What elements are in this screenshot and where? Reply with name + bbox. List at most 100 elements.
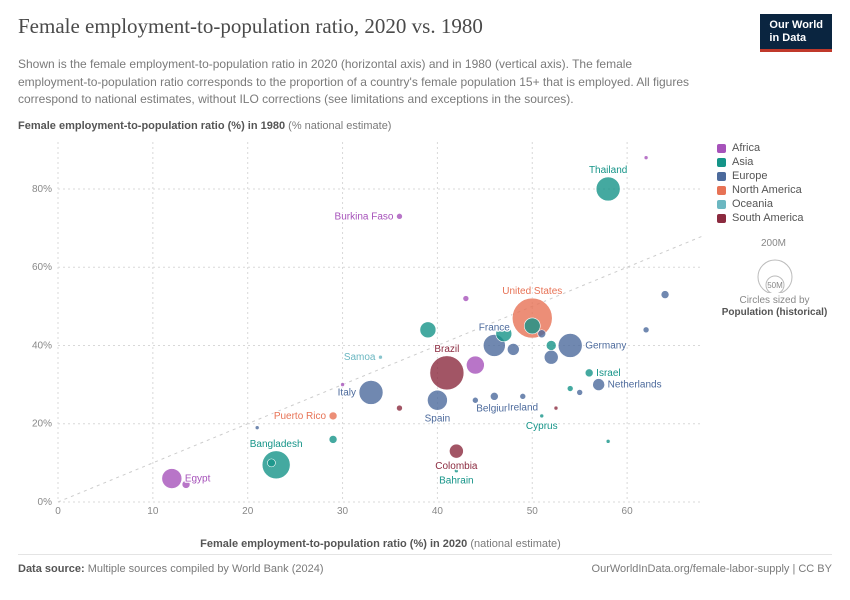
data-point[interactable]: [643, 327, 649, 333]
x-tick-label: 10: [147, 506, 159, 517]
legend-item[interactable]: Africa: [717, 142, 832, 154]
data-point[interactable]: [379, 356, 383, 360]
legend-label: Oceania: [732, 198, 773, 210]
chart-subtitle: Shown is the female employment-to-popula…: [18, 56, 698, 108]
legend-item[interactable]: South America: [717, 212, 832, 224]
svg-text:50M: 50M: [767, 281, 783, 290]
x-tick-label: 60: [622, 506, 634, 517]
size-legend-circles: 50M: [745, 251, 805, 293]
data-point[interactable]: [427, 391, 447, 411]
data-point[interactable]: [661, 291, 669, 299]
point-label: Netherlands: [608, 380, 662, 391]
point-label: Bahrain: [439, 476, 473, 487]
legend-swatch: [717, 158, 726, 167]
y-tick-label: 40%: [32, 341, 52, 352]
data-point[interactable]: [329, 412, 337, 420]
scatter-plot: 0%20%40%60%80%0102030405060EgyptBanglade…: [58, 142, 703, 502]
data-point[interactable]: [558, 334, 582, 358]
data-source: Data source: Multiple sources compiled b…: [18, 563, 324, 575]
data-point[interactable]: [538, 330, 546, 338]
point-label: United States: [502, 287, 562, 298]
data-point[interactable]: [593, 379, 605, 391]
x-tick-label: 30: [337, 506, 349, 517]
data-point[interactable]: [644, 156, 648, 160]
data-point[interactable]: [577, 390, 583, 396]
footer: Data source: Multiple sources compiled b…: [18, 554, 832, 575]
point-label: Puerto Rico: [274, 411, 327, 422]
legend-label: Asia: [732, 156, 753, 168]
data-point[interactable]: [463, 296, 469, 302]
data-point[interactable]: [596, 177, 620, 201]
y-tick-label: 60%: [32, 263, 52, 274]
legend-swatch: [717, 172, 726, 181]
x-tick-label: 0: [55, 506, 61, 517]
point-label: Egypt: [185, 474, 211, 485]
data-point[interactable]: [567, 386, 573, 392]
data-point[interactable]: [490, 393, 498, 401]
data-point[interactable]: [341, 383, 345, 387]
point-label: Israel: [596, 368, 620, 379]
point-label: Brazil: [434, 344, 459, 355]
logo-line-2: in Data: [769, 32, 806, 44]
x-tick-label: 50: [527, 506, 539, 517]
legend-label: Africa: [732, 142, 760, 154]
data-point[interactable]: [396, 214, 402, 220]
point-label: France: [479, 323, 511, 334]
data-point[interactable]: [255, 426, 259, 430]
data-point[interactable]: [524, 318, 540, 334]
point-label: Samoa: [344, 353, 376, 364]
x-axis-title: Female employment-to-population ratio (%…: [18, 538, 743, 550]
legend-swatch: [717, 186, 726, 195]
title-block: Female employment-to-population ratio, 2…: [18, 14, 483, 39]
legend-item[interactable]: North America: [717, 184, 832, 196]
data-point[interactable]: [162, 469, 182, 489]
y-axis-title: Female employment-to-population ratio (%…: [18, 120, 391, 132]
size-legend-max: 200M: [717, 238, 832, 249]
data-point[interactable]: [520, 394, 526, 400]
data-point[interactable]: [544, 351, 558, 365]
point-label: Bangladesh: [250, 439, 303, 450]
legend-label: South America: [732, 212, 804, 224]
size-legend-caption: Circles sized by Population (historical): [717, 295, 832, 319]
y-tick-label: 20%: [32, 419, 52, 430]
plot-area: 0%20%40%60%80%0102030405060EgyptBanglade…: [58, 142, 703, 502]
x-tick-label: 40: [432, 506, 444, 517]
chart-title: Female employment-to-population ratio, 2…: [18, 14, 483, 39]
data-point[interactable]: [540, 414, 544, 418]
point-label: Thailand: [589, 165, 627, 176]
data-point[interactable]: [396, 406, 402, 412]
point-label: Italy: [338, 388, 356, 399]
legend-item[interactable]: Europe: [717, 170, 832, 182]
data-point[interactable]: [420, 322, 436, 338]
legend-item[interactable]: Asia: [717, 156, 832, 168]
chart-area: Female employment-to-population ratio (%…: [18, 120, 832, 550]
data-point[interactable]: [466, 356, 484, 374]
data-point[interactable]: [267, 459, 275, 467]
x-tick-label: 20: [242, 506, 254, 517]
point-label: Spain: [425, 414, 451, 425]
data-point[interactable]: [606, 440, 610, 444]
data-point[interactable]: [449, 445, 463, 459]
data-point[interactable]: [554, 407, 558, 411]
point-label: Cyprus: [526, 421, 558, 432]
data-point[interactable]: [507, 344, 519, 356]
data-point[interactable]: [359, 381, 383, 405]
point-label: Germany: [585, 341, 626, 352]
legend-item[interactable]: Oceania: [717, 198, 832, 210]
legend-label: North America: [732, 184, 802, 196]
y-tick-label: 80%: [32, 184, 52, 195]
data-point[interactable]: [585, 369, 593, 377]
data-point[interactable]: [546, 341, 556, 351]
logo-line-1: Our World: [769, 19, 823, 31]
data-point[interactable]: [262, 451, 290, 479]
point-label: Ireland: [507, 403, 538, 414]
point-label: Burkina Faso: [335, 212, 394, 223]
point-label: Colombia: [435, 462, 478, 473]
owid-logo: Our World in Data: [760, 14, 832, 52]
data-point[interactable]: [329, 436, 337, 444]
data-point[interactable]: [430, 356, 464, 390]
legend-swatch: [717, 214, 726, 223]
attribution: OurWorldInData.org/female-labor-supply |…: [592, 563, 832, 575]
header: Female employment-to-population ratio, 2…: [18, 14, 832, 52]
legend-swatch: [717, 200, 726, 209]
